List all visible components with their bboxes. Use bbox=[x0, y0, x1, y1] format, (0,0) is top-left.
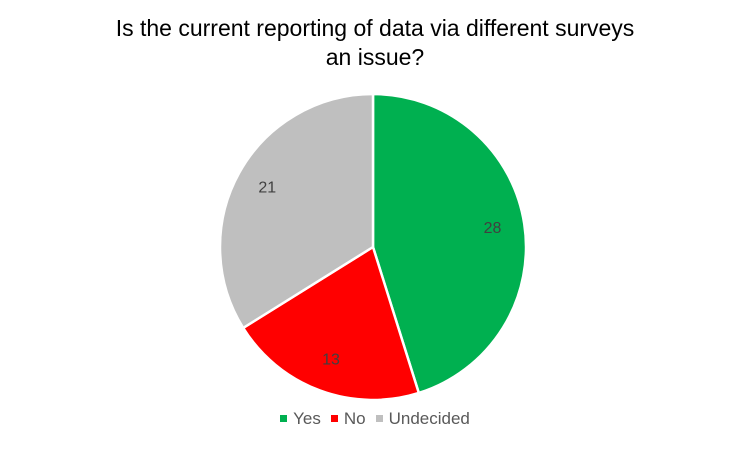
legend-swatch-yes bbox=[280, 415, 288, 423]
legend: Yes No Undecided bbox=[0, 409, 750, 429]
pie-slice-undecided bbox=[218, 92, 375, 330]
data-label-undecided: 21 bbox=[258, 180, 276, 197]
chart-title-line-2: an issue? bbox=[325, 44, 425, 70]
legend-label-yes: Yes bbox=[293, 409, 321, 428]
legend-label-no: No bbox=[343, 409, 366, 428]
legend-item-no: No bbox=[330, 409, 366, 429]
legend-item-undecided: Undecided bbox=[375, 409, 470, 429]
legend-label-undecided: Undecided bbox=[388, 409, 470, 428]
chart-title-line-1: Is the current reporting of data via dif… bbox=[115, 15, 635, 41]
pie-slice-no bbox=[241, 245, 421, 402]
data-label-no: 13 bbox=[322, 352, 340, 369]
legend-swatch-no bbox=[330, 415, 338, 423]
pie-slice-yes bbox=[371, 92, 528, 395]
legend-item-yes: Yes bbox=[280, 409, 321, 429]
chart-title: Is the current reporting of data via dif… bbox=[0, 14, 750, 72]
data-label-yes: 28 bbox=[484, 220, 502, 237]
legend-swatch-undecided bbox=[375, 415, 383, 423]
